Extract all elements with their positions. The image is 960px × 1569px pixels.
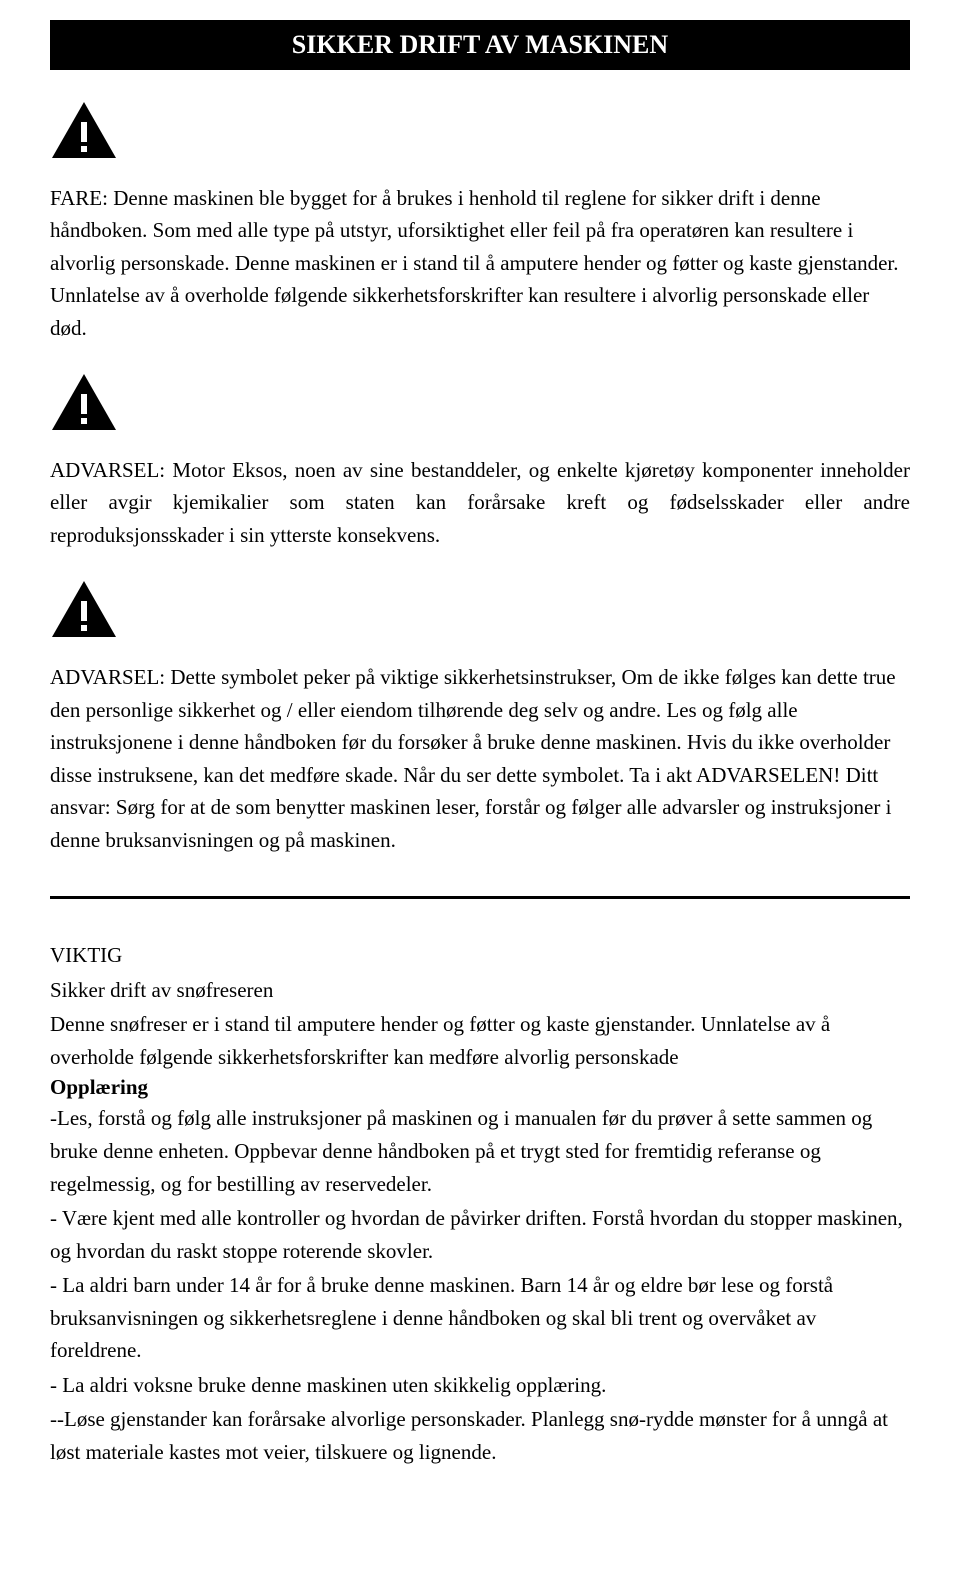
training-bullet: - Være kjent med alle kontroller og hvor… [50, 1202, 910, 1267]
section-fare-text: FARE: Denne maskinen ble bygget for å br… [50, 182, 910, 345]
viktig-subheading: Sikker drift av snøfreseren [50, 974, 910, 1007]
section-fare: FARE: Denne maskinen ble bygget for å br… [50, 100, 910, 344]
warning-triangle-icon [50, 100, 118, 172]
viktig-intro: Denne snøfreser er i stand til amputere … [50, 1008, 910, 1073]
section-advarsel-eksos-text: ADVARSEL: Motor Eksos, noen av sine best… [50, 454, 910, 552]
viktig-heading: VIKTIG [50, 939, 910, 972]
training-bullet: - La aldri voksne bruke denne maskinen u… [50, 1369, 910, 1402]
training-bullet: - La aldri barn under 14 år for å bruke … [50, 1269, 910, 1367]
warning-triangle-icon [50, 372, 118, 444]
section-advarsel-eksos: ADVARSEL: Motor Eksos, noen av sine best… [50, 372, 910, 551]
warning-triangle-icon [50, 579, 118, 651]
page-title: SIKKER DRIFT AV MASKINEN [292, 30, 668, 59]
section-divider [50, 896, 910, 899]
training-bullet: --Løse gjenstander kan forårsake alvorli… [50, 1403, 910, 1468]
section-advarsel-symbol-text: ADVARSEL: Dette symbolet peker på viktig… [50, 661, 910, 856]
training-title: Opplæring [50, 1075, 910, 1100]
page-header-bar: SIKKER DRIFT AV MASKINEN [50, 20, 910, 70]
section-viktig: VIKTIG Sikker drift av snøfreseren Denne… [50, 939, 910, 1468]
section-advarsel-symbol: ADVARSEL: Dette symbolet peker på viktig… [50, 579, 910, 856]
training-bullet: -Les, forstå og følg alle instruksjoner … [50, 1102, 910, 1200]
